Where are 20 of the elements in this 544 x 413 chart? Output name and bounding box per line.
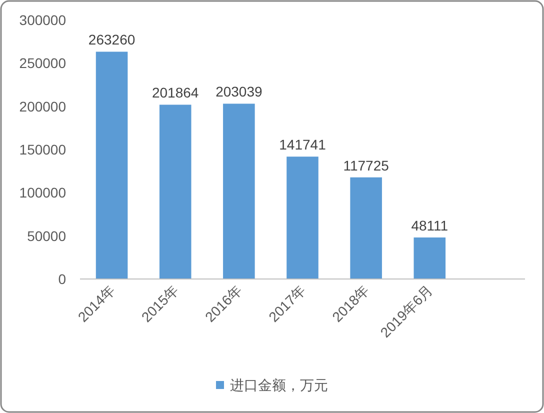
y-tick-label: 0: [58, 271, 66, 287]
data-label: 201864: [152, 84, 199, 101]
bar: [159, 104, 192, 279]
data-label: 141741: [279, 136, 326, 153]
data-label: 203039: [216, 84, 262, 100]
bar: [414, 237, 446, 279]
data-label: 48111: [411, 217, 448, 234]
y-tick-label: 100000: [19, 184, 66, 201]
y-tick-label: 250000: [19, 55, 66, 72]
bar: [286, 156, 318, 279]
data-label: 117725: [343, 157, 390, 174]
y-tick-label: 200000: [19, 98, 66, 114]
y-tick-label: 150000: [19, 142, 66, 158]
y-tick-label: 50000: [27, 228, 66, 244]
data-label: 263260: [88, 32, 136, 48]
legend-label: 进口金额，万元: [230, 377, 328, 393]
y-tick-label: 300000: [19, 12, 66, 28]
bar: [223, 104, 255, 279]
bar: [350, 177, 382, 279]
bar: [96, 52, 128, 279]
